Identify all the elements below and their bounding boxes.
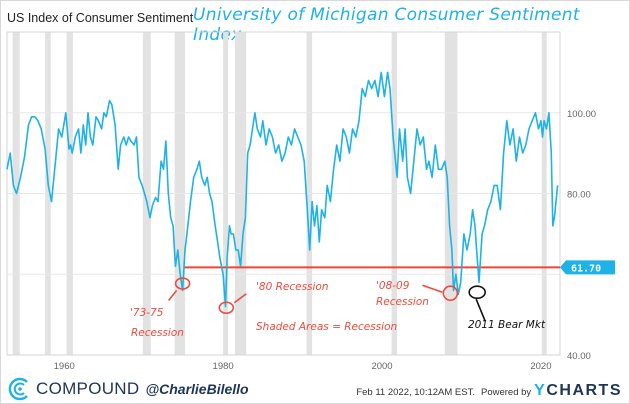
last-value-label: 61.70 <box>560 260 615 275</box>
annotations: '73-75 Recession '80 Recession Shaded Areas… <box>130 277 546 339</box>
annotation-shaded-areas: Shaded Areas = Recession <box>256 321 397 333</box>
x-tick-label: 2020 <box>530 361 551 372</box>
x-tick-label: 2000 <box>371 361 392 372</box>
ycharts-logo: YCHARTS <box>534 382 622 400</box>
pointer-73-75 <box>167 290 178 302</box>
chart-title: University of Michigan Consumer Sentimen… <box>193 5 580 45</box>
last-value-text: 61.70 <box>571 263 601 274</box>
sentiment-line <box>6 71 559 308</box>
circle-73-75 <box>174 277 191 290</box>
circle-08-09 <box>442 285 459 302</box>
x-axis: 1960 1980 2000 2020 <box>54 361 552 372</box>
annotation-08-09: '08-09 <box>376 280 410 292</box>
y-axis: 40.00 80.00 100.00 <box>567 109 596 362</box>
y-tick-label: 100.00 <box>567 109 596 120</box>
annotation-73-75: '73-75 <box>130 307 164 319</box>
circle-80 <box>218 301 235 315</box>
powered-by-label: Powered by <box>480 387 532 398</box>
circle-2011 <box>468 285 486 300</box>
pointer-2011 <box>475 298 486 322</box>
chart-subtitle: US Index of Consumer Sentiment <box>7 11 194 25</box>
plot-border <box>6 31 561 356</box>
footer-credits: Feb 11 2022, 10:12AM EST. Powered by YCH… <box>356 382 622 400</box>
last-value-badge <box>560 260 615 275</box>
brand-name: COMPOUND <box>36 379 140 398</box>
timestamp: Feb 11 2022, 10:12AM EST. <box>356 387 475 398</box>
x-tick-label: 1980 <box>213 361 234 372</box>
annotation-08-09-recession: Recession <box>376 296 429 308</box>
pointer-08-09 <box>422 284 443 293</box>
ycharts-wordmark: CHARTS <box>546 382 622 399</box>
gridlines <box>7 112 560 275</box>
twitter-handle: @CharlieBilello <box>145 381 249 397</box>
compound-logo-icon <box>8 377 28 401</box>
ycharts-y-icon: Y <box>534 382 547 399</box>
pointer-80 <box>233 293 247 304</box>
annotation-73-75-recession: Recession <box>131 327 184 339</box>
brand: COMPOUND @CharlieBilello <box>8 377 249 401</box>
annotation-80-recession: '80 Recession <box>256 281 329 293</box>
y-tick-label: 40.00 <box>567 351 591 362</box>
annotation-2011-bear-market: 2011 Bear Mkt <box>468 319 546 331</box>
x-tick-label: 1960 <box>54 361 75 372</box>
y-tick-label: 80.00 <box>567 190 591 201</box>
